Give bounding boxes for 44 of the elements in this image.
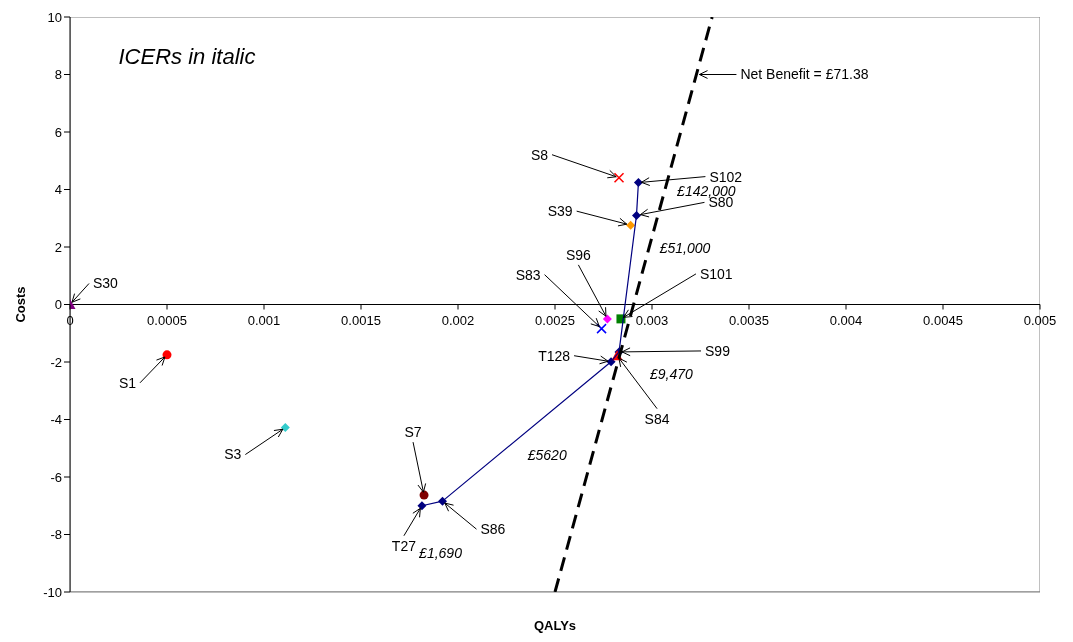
x-tick-label: 0.003 bbox=[635, 312, 669, 328]
annotation: £9,470 bbox=[649, 366, 693, 383]
y-tick-label: -8 bbox=[50, 527, 62, 543]
annotation: S86 bbox=[480, 521, 506, 538]
y-tick-label: 8 bbox=[54, 67, 62, 83]
annotation: S102 bbox=[709, 168, 743, 185]
annotation: S30 bbox=[93, 275, 119, 292]
y-tick-label: 2 bbox=[54, 239, 62, 255]
y-tick-label: -6 bbox=[50, 469, 62, 485]
y-tick-label: 10 bbox=[47, 9, 62, 25]
annotation: S96 bbox=[565, 246, 592, 263]
annotation: £51,000 bbox=[659, 239, 711, 256]
annotation: T27 bbox=[391, 537, 417, 554]
x-tick-label: 0.0025 bbox=[535, 312, 575, 328]
x-tick-label: 0.0015 bbox=[341, 312, 381, 328]
y-tick-label: -10 bbox=[43, 584, 62, 600]
x-tick-label: 0.0045 bbox=[923, 312, 963, 328]
annotation: S99 bbox=[705, 342, 731, 359]
x-tick-label: 0.0035 bbox=[729, 312, 769, 328]
x-tick-label: 0.004 bbox=[829, 312, 863, 328]
annotation: Net Benefit = £71.38 bbox=[740, 66, 869, 83]
annotation: S101 bbox=[699, 265, 733, 282]
y-tick-label: 0 bbox=[54, 297, 62, 313]
annotation: S84 bbox=[644, 410, 670, 427]
annotation: S3 bbox=[224, 446, 242, 463]
annotation: S83 bbox=[515, 266, 541, 283]
y-axis-title: Costs bbox=[12, 286, 28, 323]
annotation: S1 bbox=[118, 374, 137, 391]
y-tick-label: -2 bbox=[50, 354, 62, 370]
x-tick-label: 0.001 bbox=[247, 312, 281, 328]
annotation: £5620 bbox=[527, 446, 567, 463]
annotation: T128 bbox=[538, 347, 571, 364]
annotation: ICERs in italic bbox=[118, 44, 256, 71]
y-tick-label: 6 bbox=[54, 124, 62, 140]
y-tick-label: 4 bbox=[54, 182, 62, 198]
x-axis-title: QALYs bbox=[532, 618, 578, 633]
annotation: £1,690 bbox=[419, 544, 462, 561]
x-tick-label: 0.0005 bbox=[147, 312, 187, 328]
annotation: S8 bbox=[530, 146, 549, 163]
x-tick-label: 0.002 bbox=[441, 312, 475, 328]
y-tick-label: -4 bbox=[50, 412, 62, 428]
annotation: S7 bbox=[404, 424, 422, 441]
annotation: S39 bbox=[547, 203, 573, 220]
x-tick-label: 0.005 bbox=[1023, 312, 1057, 328]
